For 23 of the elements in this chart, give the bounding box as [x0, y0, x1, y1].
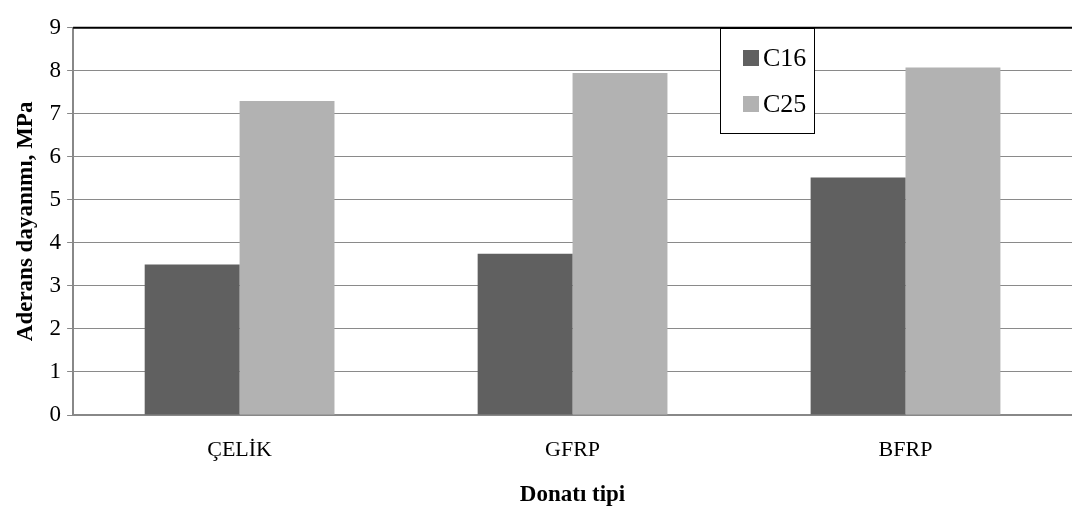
y-tick-label: 6	[49, 142, 62, 168]
x-axis-title: Donatı tipi	[519, 481, 626, 507]
bar	[905, 67, 1001, 415]
bar	[477, 253, 573, 415]
y-tick-label: 1	[49, 358, 62, 384]
bar	[239, 100, 335, 415]
y-axis-title: Aderans dayanımı, MPa	[11, 101, 37, 342]
y-tick-label: 9	[49, 13, 62, 39]
legend-label: C16	[763, 42, 807, 74]
y-tick-label: 7	[49, 99, 62, 125]
y-tick-label: 5	[49, 185, 62, 211]
x-tick-label: ÇELİK	[207, 435, 273, 461]
bar	[572, 72, 668, 415]
y-tick-label: 3	[49, 271, 62, 297]
y-tick-label: 0	[49, 401, 62, 427]
y-tick-label: 8	[49, 56, 62, 82]
y-tick-label: 2	[49, 315, 62, 340]
x-tick-label: BFRP	[878, 435, 933, 461]
x-tick-label: GFRP	[545, 435, 601, 461]
bar	[810, 177, 906, 415]
legend-label: C25	[763, 88, 807, 120]
bar	[144, 264, 240, 415]
y-tick-label: 4	[49, 228, 62, 254]
